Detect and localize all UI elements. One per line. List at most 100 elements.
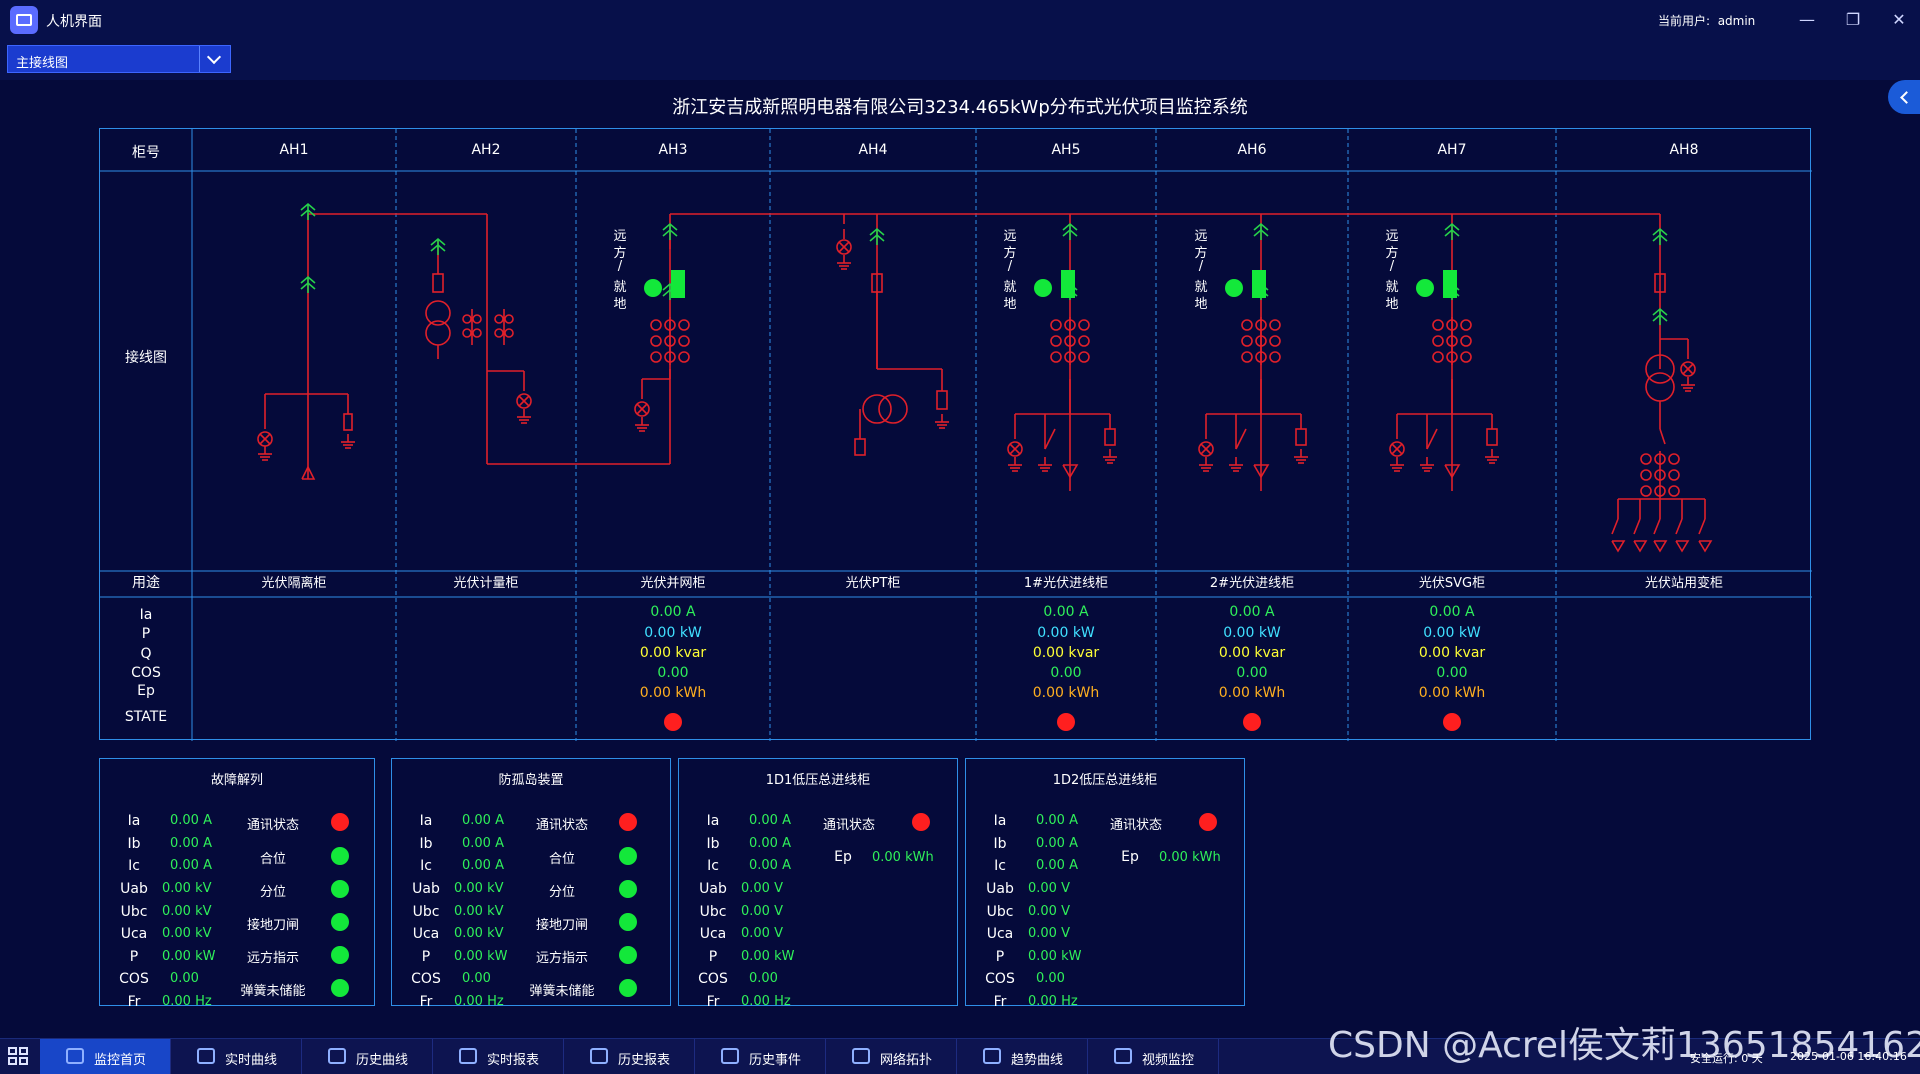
tab-network-topology[interactable]: 网络拓扑	[826, 1039, 957, 1074]
card-status-label: 接地刀闸	[535, 918, 588, 933]
card-metric-label: COS	[698, 971, 728, 987]
device-card-4: 1D2低压总进线柜 Ia 0.00 A Ib 0.00 A Ic 0.00 A Uab 0.00…	[965, 758, 1245, 1010]
metric-label-p: P	[141, 626, 151, 642]
tab-label: 实时曲线	[225, 1053, 278, 1068]
device-card-1: 故障解列 Ia 0.00 A Ib 0.00 A Ic 0.00 A Uab 0.00 kV Ub…	[99, 758, 375, 1010]
tab-label: 历史事件	[749, 1053, 802, 1068]
view-select[interactable]: 主接线图	[7, 45, 231, 73]
tab-history-curve[interactable]: 历史曲线	[302, 1039, 433, 1074]
remote-local-label: 方	[613, 246, 627, 261]
breaker-closed-indicator	[671, 270, 685, 298]
current-user: 当前用户: admin	[1658, 12, 1755, 29]
breaker-closed-indicator	[1252, 270, 1266, 298]
card-status-indicator	[331, 979, 349, 997]
remote-local-label: 地	[613, 297, 627, 312]
tab-home[interactable]: 监控首页	[40, 1039, 171, 1074]
card-status-label: 分位	[548, 885, 575, 900]
cabinet-usage-ah4: 光伏PT柜	[845, 576, 901, 591]
cabinet-usage-ah3: 光伏并网柜	[640, 576, 706, 591]
card-status-label: 通讯状态	[535, 818, 588, 833]
device-card-3: 1D1低压总进线柜 Ia 0.00 A Ib 0.00 A Ic 0.00 A Uab 0.00…	[678, 758, 958, 1010]
card-metric-value: 0.00 V	[741, 926, 783, 941]
tab-icon	[459, 1048, 477, 1064]
card-metric-value: 0.00 A	[1036, 813, 1078, 828]
tab-history-event[interactable]: 历史事件	[695, 1039, 826, 1074]
card-metric-value: 0.00 V	[1028, 881, 1070, 896]
state-indicator-ah7	[1443, 713, 1461, 731]
remote-local-indicator	[1416, 279, 1434, 297]
chevron-down-icon[interactable]	[199, 46, 230, 72]
metric-ep-ah5: 0.00 kWh	[1032, 685, 1100, 701]
side-panel-toggle-icon[interactable]	[1888, 80, 1920, 114]
toolbar	[0, 40, 1920, 80]
card-metric-value: 0.00 kV	[162, 904, 212, 919]
card-metric-value: 0.00 kV	[454, 881, 504, 896]
remote-local-indicator	[1225, 279, 1243, 297]
metric-ia-ah6: 0.00 A	[1229, 604, 1275, 620]
tab-trend-curve[interactable]: 趋势曲线	[957, 1039, 1088, 1074]
tab-history-report[interactable]: 历史报表	[564, 1039, 695, 1074]
card-metric-label: Ubc	[120, 904, 148, 920]
card-status-indicator	[619, 946, 637, 964]
metric-cos-ah5: 0.00	[1050, 665, 1082, 681]
metric-label-q: Q	[140, 646, 152, 662]
cabinet-usage-ah6: 2#光伏进线柜	[1209, 576, 1295, 591]
remote-local-label: 就	[1194, 280, 1208, 295]
card-metric-label: Ib	[993, 836, 1007, 852]
view-select-value: 主接线图	[16, 56, 69, 71]
card-metric-label: Uab	[120, 881, 148, 897]
remote-local-label: 远	[1003, 229, 1017, 244]
card-metric-value: 0.00 V	[1028, 904, 1070, 919]
card-comm-status-label: 通讯状态	[822, 818, 875, 833]
minimize-icon[interactable]: —	[1799, 10, 1815, 29]
metric-ep-ah3: 0.00 kWh	[639, 685, 707, 701]
tab-video-monitor[interactable]: 视频监控	[1088, 1039, 1219, 1074]
card-metric-value: 0.00	[170, 971, 199, 986]
card-metric-label: Uab	[412, 881, 440, 897]
card-metric-value: 0.00 A	[1036, 836, 1078, 851]
remote-local-label: 就	[1385, 280, 1399, 295]
remote-local-label: 就	[1003, 280, 1017, 295]
remote-local-label: 远	[1194, 229, 1208, 244]
card-title: 防孤岛装置	[498, 773, 564, 788]
header-cabinet: 柜号	[132, 145, 160, 161]
cabinet-usage-ah8: 光伏站用变柜	[1644, 576, 1723, 591]
card-metric-value: 0.00 kW	[741, 949, 795, 964]
tab-realtime-report[interactable]: 实时报表	[433, 1039, 564, 1074]
cabinet-id-ah5: AH5	[1051, 142, 1081, 158]
card-status-label: 通讯状态	[246, 818, 299, 833]
breaker-closed-indicator	[1061, 270, 1075, 298]
card-status-indicator	[331, 913, 349, 931]
card-metric-label: Uca	[120, 926, 148, 942]
metric-cos-ah6: 0.00	[1236, 665, 1268, 681]
header-diagram: 接线图	[125, 350, 167, 366]
page-title: 浙江安吉成新照明电器有限公司3234.465kWp分布式光伏项目监控系统	[672, 97, 1248, 118]
card-status-indicator	[619, 847, 637, 865]
header-usage: 用途	[132, 575, 160, 591]
card-metric-value: 0.00 Hz	[1028, 994, 1078, 1009]
remote-local-indicator	[1034, 279, 1052, 297]
metric-ia-ah3: 0.00 A	[650, 604, 696, 620]
close-icon[interactable]: ✕	[1892, 10, 1906, 29]
card-metric-value: 0.00 A	[462, 858, 504, 873]
tab-realtime-curve[interactable]: 实时曲线	[171, 1039, 302, 1074]
single-line-diagram	[100, 129, 1812, 741]
card-metric-value: 0.00 A	[462, 836, 504, 851]
card-status-label: 接地刀闸	[246, 918, 299, 933]
state-indicator-ah6	[1243, 713, 1261, 731]
tab-icon	[852, 1048, 870, 1064]
card-comm-status-indicator	[912, 813, 930, 831]
cabinet-usage-ah2: 光伏计量柜	[453, 576, 519, 591]
metric-q-ah6: 0.00 kvar	[1218, 645, 1286, 661]
card-status-indicator	[331, 946, 349, 964]
watermark: CSDN @Acrel侯文莉13651854162	[1328, 1025, 1920, 1066]
card-metric-label: Ia	[706, 813, 720, 829]
card-metric-label: Fr	[419, 994, 433, 1010]
restore-icon[interactable]: ❐	[1845, 10, 1861, 29]
start-menu-icon[interactable]	[8, 1047, 30, 1067]
metric-label-ia: Ia	[139, 607, 153, 623]
disconnect-symbols	[300, 202, 1668, 325]
metric-label-cos: COS	[131, 665, 161, 681]
state-indicator-ah3	[664, 713, 682, 731]
card-metric-label: Uab	[699, 881, 727, 897]
